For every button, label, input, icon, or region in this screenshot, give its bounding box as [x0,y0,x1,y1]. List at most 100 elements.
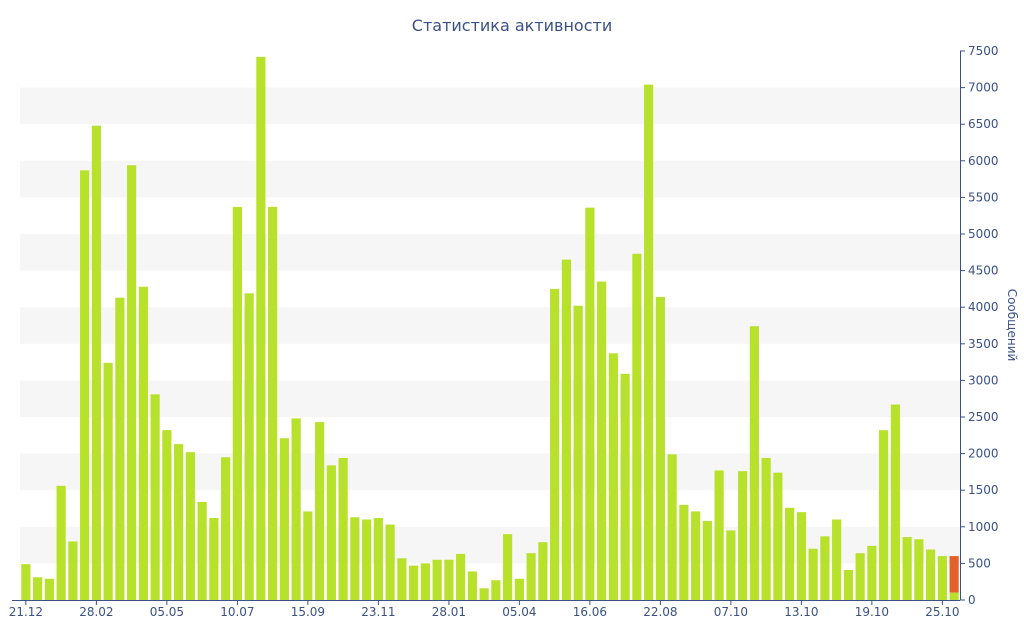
bar [244,293,254,600]
bar [820,536,830,600]
y-tick-label: 0 [968,593,976,607]
bar [409,565,419,600]
y-axis-label: Сообщений [1005,289,1019,362]
x-tick-label: 07.10 [714,605,748,619]
bar [303,511,313,600]
bar [691,511,701,600]
grid-band [20,234,960,271]
bar [174,444,184,600]
bar [714,470,724,600]
bar [620,373,630,600]
y-tick-label: 2500 [968,410,999,424]
bar [644,84,654,600]
bar [726,530,736,600]
bar [538,542,548,600]
bar [773,472,783,600]
bar [561,259,571,600]
grid-band [20,87,960,125]
bar [526,553,536,600]
bar [467,571,477,600]
bar [315,422,325,600]
bar [44,578,54,600]
y-axis-ticks: 0 500 1000 1500 2000 2500 3000 3500 4000 4500 5000… [960,44,999,607]
bar [503,534,513,600]
bar [197,501,207,600]
grid-band [20,160,960,198]
bar [103,362,113,600]
bar [843,569,853,600]
bar [232,206,242,600]
bar [373,518,383,600]
bar [338,457,348,600]
bar [796,512,806,600]
x-tick-label: 23.11 [361,605,395,619]
bar [514,578,524,600]
bar [608,353,618,600]
bar [832,519,842,600]
y-tick-label: 1000 [968,520,999,534]
bar [91,125,101,600]
x-axis-ticks: 21.12 28.02 05.05 10.07 15.09 23.11 28.01 05.04… [9,600,960,619]
x-tick-label: 05.05 [150,605,184,619]
x-tick-label: 15.09 [291,605,325,619]
y-tick-label: 6000 [968,154,999,168]
bar [879,430,889,600]
bar [679,504,689,600]
bar [256,56,266,600]
bar [573,305,583,600]
bar [902,537,912,600]
bar [185,452,195,600]
bar [749,326,759,600]
y-tick-label: 3500 [968,337,999,351]
bar [162,430,172,600]
x-tick-label: 28.02 [79,605,113,619]
x-tick-label: 19.10 [855,605,889,619]
y-tick-label: 7500 [968,44,999,58]
y-tick-label: 5500 [968,190,999,204]
bar [808,548,818,600]
bar [914,539,924,600]
bar [702,520,712,600]
y-tick-label: 1500 [968,483,999,497]
bar [785,507,795,600]
y-tick-label: 2000 [968,447,999,461]
grid-bands [20,87,960,564]
y-tick-label: 6500 [968,117,999,131]
bar [209,518,219,600]
bar [585,207,595,600]
y-tick-label: 4500 [968,264,999,278]
y-tick-label: 5000 [968,227,999,241]
y-tick-label: 4000 [968,300,999,314]
bar [68,541,78,600]
bar [937,556,947,600]
bar [291,418,301,600]
bar [33,577,43,600]
bar-highlight [949,556,959,593]
bar [632,253,642,601]
y-tick-label: 7000 [968,81,999,95]
bar [150,394,160,600]
bar [326,465,336,600]
bar [597,281,607,600]
bar [221,457,231,600]
bar-series [21,56,959,601]
bar [655,296,665,600]
y-tick-label: 500 [968,556,991,570]
chart-title: Статистика активности [412,16,612,35]
bar [491,580,501,600]
grid-band [20,380,960,417]
bar [444,559,454,600]
bar [550,288,560,600]
bar [432,559,442,600]
bar [890,404,900,600]
bar [115,297,125,600]
bar [138,286,148,600]
bar [385,524,395,600]
bar [80,170,90,601]
x-tick-label: 25.10 [925,605,959,619]
bar [456,553,466,600]
bar [479,588,489,600]
x-tick-label: 16.06 [573,605,607,619]
x-tick-label: 13.10 [784,605,818,619]
